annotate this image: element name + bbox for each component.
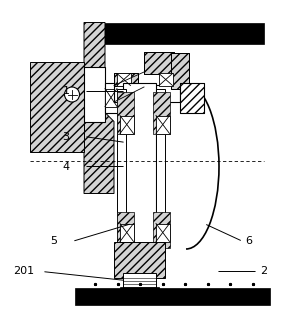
Bar [159, 73, 172, 85]
Bar [180, 83, 204, 112]
Text: 3: 3 [62, 131, 70, 141]
Bar [171, 53, 189, 89]
Bar [120, 224, 134, 242]
Text: 6: 6 [245, 237, 253, 247]
Text: 2: 2 [260, 266, 268, 277]
Bar [114, 242, 165, 278]
Bar [114, 73, 138, 85]
Bar [75, 288, 270, 305]
Bar [114, 85, 180, 102]
Bar [117, 91, 134, 134]
Bar [123, 273, 156, 288]
Bar [120, 116, 134, 134]
Bar [171, 53, 189, 89]
Text: 1: 1 [62, 87, 70, 96]
Bar [105, 83, 135, 112]
Polygon shape [84, 22, 114, 193]
Polygon shape [30, 61, 84, 152]
Bar [117, 211, 134, 248]
Bar [120, 287, 159, 291]
Bar [117, 89, 126, 262]
Text: 5: 5 [50, 237, 58, 247]
Bar [105, 89, 117, 106]
Bar [180, 83, 204, 112]
Bar [117, 73, 130, 85]
Bar [84, 67, 105, 122]
Bar [156, 89, 165, 262]
Bar [123, 83, 156, 278]
Bar [114, 73, 138, 85]
Bar [156, 224, 169, 242]
Bar [153, 211, 169, 248]
Bar [144, 53, 174, 73]
Bar [144, 53, 174, 73]
Text: 201: 201 [14, 266, 34, 277]
Circle shape [64, 87, 80, 102]
Bar [156, 116, 169, 134]
Text: 4: 4 [62, 162, 70, 171]
Bar [153, 91, 169, 134]
Bar [90, 22, 264, 43]
